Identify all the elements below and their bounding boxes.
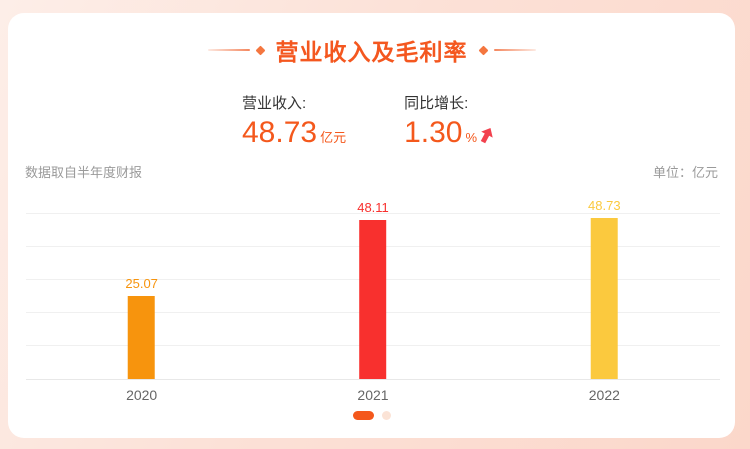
deco-line-icon [207,49,250,51]
stat-yoy-unit: % [465,130,478,145]
x-axis-label: 2020 [126,387,158,403]
page-title: 营业收入及毛利率 [275,39,468,65]
stat-revenue: 营业收入: 48.73 亿元 [242,92,346,149]
bar-value-label: 48.11 [357,200,389,216]
bar-column: 25.07 2020 [125,276,158,403]
pagination-dot-active[interactable] [352,411,374,420]
data-source-note: 数据取自半年度财报 [25,165,143,180]
title-decoration-left [207,45,265,55]
bar[interactable] [590,218,618,379]
title-decoration-right [478,45,536,55]
carousel-pagination [8,411,735,420]
gridline [26,213,720,214]
stat-revenue-value: 48.73 [242,116,318,149]
card-header: 营业收入及毛利率 [8,13,735,67]
stat-yoy-value: 1.30 [404,116,463,149]
bar[interactable] [128,296,156,379]
bar-column: 48.11 2021 [357,200,389,403]
trend-up-arrow-icon [479,127,494,149]
x-axis-label: 2021 [357,387,389,403]
pagination-dot[interactable] [381,411,391,420]
revenue-card: 营业收入及毛利率 营业收入: 48.73 亿元 同比增长: 1.30 % [8,13,735,438]
stats-row: 营业收入: 48.73 亿元 同比增长: 1.30 % [242,92,735,149]
bar-value-label: 48.73 [588,198,621,214]
deco-line-icon [493,49,536,51]
note-row: 数据取自半年度财报 单位：亿元 [8,162,735,181]
stat-revenue-label: 营业收入: [242,95,307,112]
stat-revenue-unit: 亿元 [320,130,347,145]
unit-note: 单位：亿元 [652,165,718,180]
bar-column: 48.73 2022 [588,198,621,403]
diamond-icon [478,45,488,55]
bar-chart: 25.07 2020 48.11 2021 48.73 2022 [26,198,720,403]
bar[interactable] [359,220,387,379]
stat-yoy-label: 同比增长: [404,95,469,112]
bar-value-label: 25.07 [125,276,158,292]
x-axis-label: 2022 [588,387,620,403]
diamond-icon [255,45,265,55]
stat-yoy-growth: 同比增长: 1.30 % [404,92,494,149]
